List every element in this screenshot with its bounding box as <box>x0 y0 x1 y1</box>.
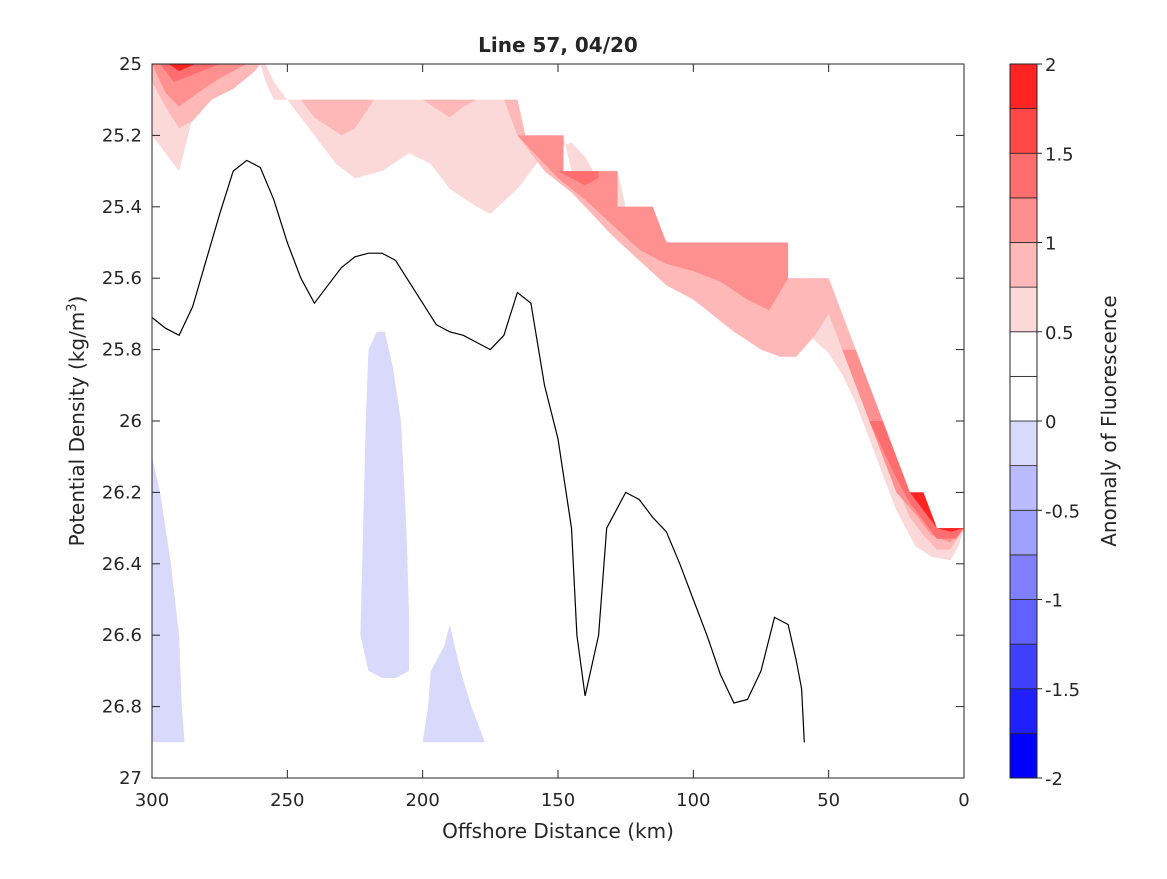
colorbar-band <box>1009 242 1038 288</box>
y-tick-label: 25.2 <box>102 125 142 146</box>
plot-area: 300 250 200 150 100 50 0 2525.225.425.625.8262… <box>102 54 970 811</box>
colorbar-band <box>1009 688 1038 734</box>
x-tick-label: 150 <box>541 790 575 811</box>
colorbar-band <box>1009 420 1038 467</box>
y-tick-label: 26.6 <box>102 625 142 646</box>
contour-region-pos-11 <box>909 492 964 532</box>
x-tick-label: 250 <box>270 790 304 811</box>
colorbar-band <box>1009 375 1038 422</box>
x-axis-ticks: 300 250 200 150 100 50 0 <box>135 64 970 811</box>
colorbar-label: Anomaly of Fluorescence <box>1097 295 1121 546</box>
colorbar-band <box>1009 108 1038 154</box>
colorbar-tick-label: 1 <box>1045 234 1056 255</box>
colorbar-tick-label: 2 <box>1045 55 1056 76</box>
contour-region-pos-2 <box>273 99 374 136</box>
x-tick-label: 0 <box>958 790 969 811</box>
contour-region-pos-8 <box>160 64 220 82</box>
colorbar-band <box>1009 63 1038 110</box>
colorbar-band <box>1009 286 1038 333</box>
x-axis-label: Offshore Distance (km) <box>442 819 674 843</box>
contour-region-neg-13 <box>152 456 185 743</box>
y-tick-label: 26.8 <box>102 697 142 718</box>
zero-contour-line <box>151 159 805 743</box>
contour-region-neg-15 <box>422 624 485 743</box>
plot-background <box>152 64 964 778</box>
y-axis-label-superscript: 3 <box>65 303 80 311</box>
y-axis-label-main: Potential Density (kg/m <box>65 312 89 547</box>
x-tick-label: 300 <box>135 790 169 811</box>
y-tick-label: 27 <box>119 768 142 789</box>
colorbar-band <box>1009 599 1038 645</box>
y-tick-label: 25 <box>119 54 142 75</box>
colorbar-band <box>1009 152 1038 199</box>
x-tick-label: 100 <box>676 790 710 811</box>
colorbar-tick-label: 0 <box>1045 412 1056 433</box>
colorbar-frame <box>1009 63 1038 779</box>
colorbar-tick-label: -0.5 <box>1045 501 1080 522</box>
y-tick-label: 26.2 <box>102 482 142 503</box>
contour-region-pos-9 <box>558 171 599 186</box>
colorbar-tick-label: -1.5 <box>1045 680 1080 701</box>
y-tick-label: 26 <box>119 411 142 432</box>
y-axis-ticks: 25 25.2 25.4 25.6 25.8 26 26.2 26.4 26.6 26.8 27 <box>102 54 964 789</box>
colorbar-band <box>1009 509 1038 556</box>
colorbar: 2 1.5 1 0.5 0 -0.5 -1 -1.5 -2 Anomaly of Fluores… <box>1009 55 1121 790</box>
colorbar-band <box>1009 331 1038 377</box>
x-tick-label: 200 <box>405 790 439 811</box>
contour-region-pos-10 <box>869 421 964 539</box>
x-tick-label: 50 <box>817 790 840 811</box>
colorbar-tick-label: -2 <box>1045 769 1063 790</box>
colorbar-band <box>1009 643 1038 690</box>
colorbar-band <box>1009 197 1038 243</box>
colorbar-band <box>1009 554 1038 600</box>
y-tick-label: 25.4 <box>102 197 142 218</box>
chart-title: Line 57, 04/20 <box>478 33 638 57</box>
y-tick-label: 26.4 <box>102 554 142 575</box>
colorbar-tick-label: 0.5 <box>1045 323 1074 344</box>
contour-region-pos-7 <box>842 349 964 543</box>
contour-region-pos-12 <box>168 64 196 72</box>
colorbar-tick-label: 1.5 <box>1045 144 1074 165</box>
colorbar-tick-label: -1 <box>1045 591 1063 612</box>
contour-region-neg-14 <box>360 331 410 678</box>
y-axis-label-close: ) <box>65 296 89 304</box>
y-tick-label: 25.8 <box>102 340 142 361</box>
colorbar-ticks: 2 1.5 1 0.5 0 -0.5 -1 -1.5 -2 <box>1037 55 1080 790</box>
zero-contour-layer <box>151 159 805 743</box>
y-axis-label: Potential Density (kg/m3) <box>65 296 89 547</box>
contour-region-pos-3 <box>422 99 477 118</box>
colorbar-swatches <box>1009 63 1038 779</box>
colorbar-band <box>1009 732 1038 779</box>
filled-contour-regions <box>152 64 964 743</box>
y-tick-label: 25.6 <box>102 268 142 289</box>
colorbar-band <box>1009 465 1038 511</box>
